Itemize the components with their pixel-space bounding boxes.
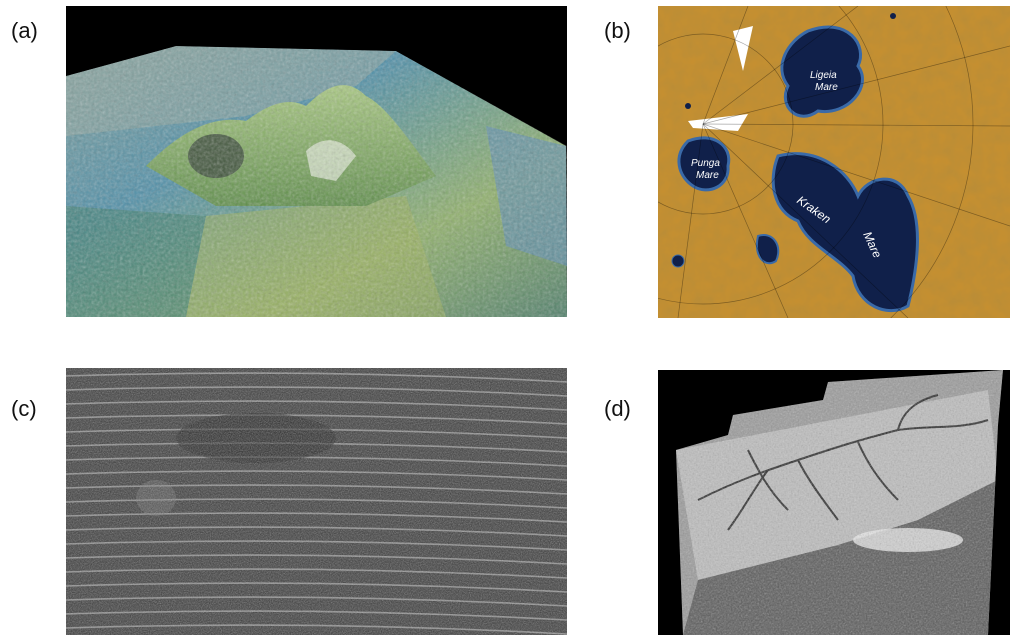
- panel-label-b: (b): [604, 18, 631, 43]
- panel-label-a: (a): [11, 18, 38, 43]
- panel-d-channels-radar-image: [658, 370, 1010, 635]
- terrain-render: [66, 6, 567, 317]
- panel-b-lakes-map: Ligeia Mare Punga Mare Kraken Mare: [658, 6, 1010, 318]
- channels-render: [676, 370, 1003, 635]
- lakes-map-render: Ligeia Mare Punga Mare Kraken Mare: [658, 6, 1010, 318]
- panel-label-c: (c): [11, 396, 37, 421]
- panel-c-dunes-radar-image: [66, 368, 567, 635]
- panel-a-terrain-image: [66, 6, 567, 317]
- dunes-render: [66, 368, 567, 635]
- ligeia-label: Ligeia: [810, 70, 837, 81]
- punga-label: Punga: [691, 158, 720, 169]
- ligeia-mare-label: Mare: [815, 82, 838, 93]
- punga-mare-label: Mare: [696, 170, 719, 181]
- panel-label-d: (d): [604, 396, 631, 421]
